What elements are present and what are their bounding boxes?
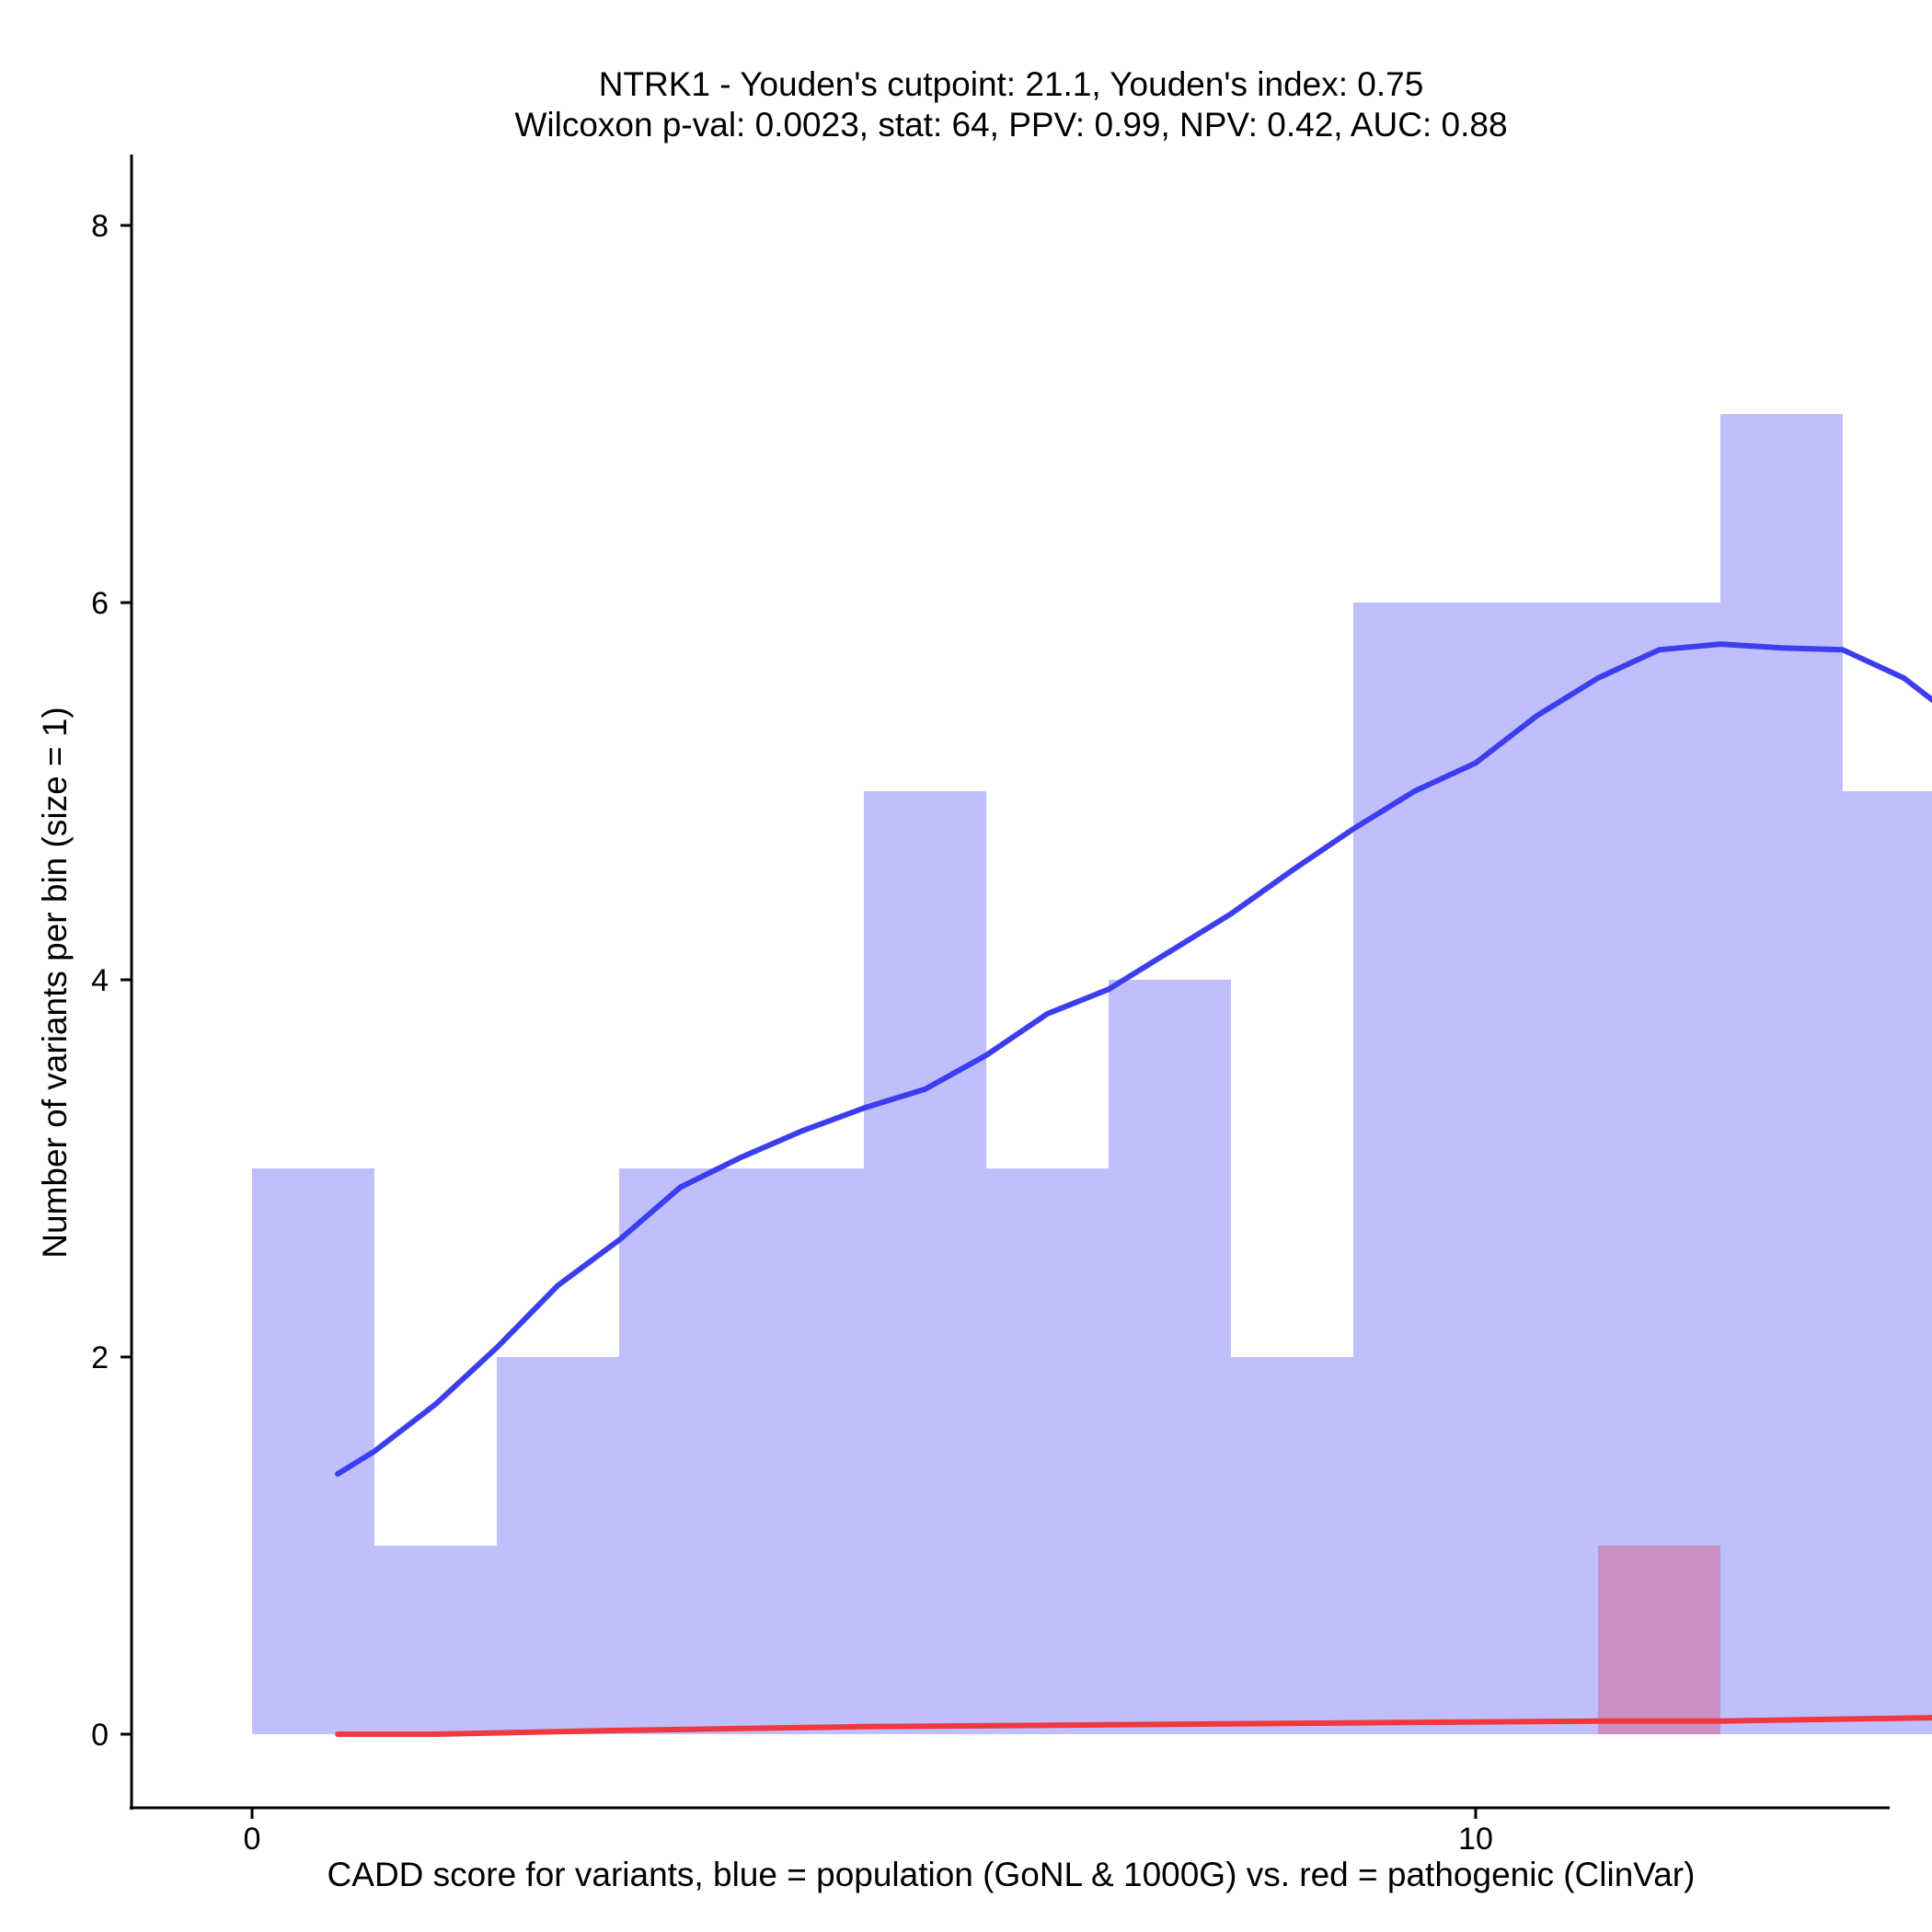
chart-title-line-2: Wilcoxon p-val: 0.0023, stat: 64, PPV: 0… (514, 106, 1507, 144)
x-axis-ticks: 0102030 (244, 1808, 1493, 1857)
y-tick-label: 8 (91, 209, 109, 244)
y-tick-label: 2 (91, 1340, 109, 1375)
population-density-curve (335, 641, 1932, 1478)
x-tick-label: 0 (244, 1822, 261, 1857)
density-curves (335, 641, 1932, 1737)
population-bar (986, 1168, 1109, 1734)
population-bar (1843, 791, 1932, 1734)
population-bar (619, 1168, 742, 1734)
population-bar (864, 791, 986, 1734)
population-bar (742, 1168, 864, 1734)
population-bar (1109, 980, 1231, 1734)
population-bar (497, 1357, 619, 1734)
x-axis-title: CADD score for variants, blue = populati… (328, 1856, 1696, 1893)
population-bar (374, 1546, 497, 1734)
population-bar (1231, 1357, 1353, 1734)
population-bars (252, 414, 1932, 1734)
y-tick-label: 4 (91, 963, 109, 998)
population-bar (1720, 414, 1843, 1734)
population-bar (252, 1168, 374, 1734)
overlap-bar (1598, 1546, 1720, 1734)
pathogenic-density-curve (335, 1715, 1932, 1737)
y-tick-label: 6 (91, 586, 109, 621)
y-axis-title: Number of variants per bin (size = 1) (36, 707, 74, 1258)
overlap-bars (1598, 1546, 1720, 1734)
population-bar (1476, 603, 1598, 1734)
y-tick-label: 0 (91, 1718, 109, 1753)
y-axis-ticks: 0 2 4 6 8 (91, 209, 132, 1753)
x-tick-label: 10 (1458, 1822, 1493, 1857)
chart-title-line-1: NTRK1 - Youden's cutpoint: 21.1, Youden'… (599, 65, 1424, 103)
